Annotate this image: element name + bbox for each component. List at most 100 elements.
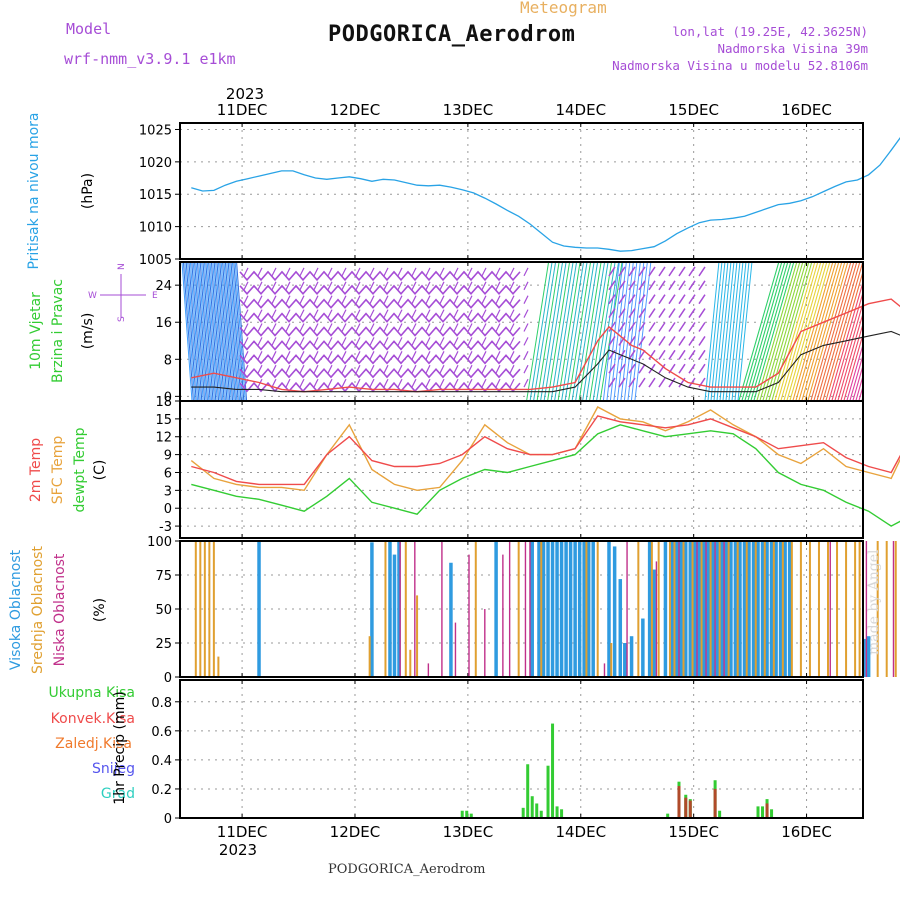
wind-barb (411, 364, 417, 374)
wind-barb (658, 308, 666, 319)
wind-barb (865, 262, 900, 401)
wind-barb (383, 351, 389, 360)
y-tick-label: 0 (164, 502, 172, 517)
high-cloud-bar (586, 541, 591, 677)
mid-cloud-bar (858, 541, 861, 677)
wind-barb (613, 262, 631, 401)
wind-barb (257, 351, 263, 360)
high-cloud-bar (720, 541, 724, 677)
wind-barb (425, 364, 431, 374)
high-cloud-bar (862, 638, 866, 677)
wind-barb (495, 378, 501, 388)
wind-barb (355, 337, 361, 346)
wind-barb (285, 267, 291, 277)
wind-barb (575, 262, 599, 401)
wind-barb (725, 262, 741, 401)
wind-barb (327, 364, 333, 374)
high-cloud-bar (555, 541, 559, 677)
low-cloud-bar (705, 541, 707, 677)
wind-barb (231, 262, 243, 401)
wind-barb (495, 351, 501, 360)
wind-key-north: N (117, 263, 127, 270)
low-cloud-bar (468, 554, 470, 677)
high-cloud-bar (397, 541, 401, 677)
total-precip-bar (756, 806, 760, 818)
wind-barb (716, 262, 732, 401)
wind-barb (834, 301, 863, 401)
dewpt-line (191, 424, 900, 527)
wind-barb (299, 267, 305, 277)
mid-cloud-bar (517, 541, 520, 677)
wind-barb (212, 262, 224, 401)
wind-barb (313, 337, 319, 346)
wind-barb (481, 295, 487, 304)
wind-barb (397, 309, 403, 318)
mid-cloud-bar (691, 541, 694, 677)
wind-barb (355, 351, 361, 360)
wind-barb (210, 262, 222, 401)
wind-barb (658, 377, 666, 388)
wind-barb (467, 378, 473, 388)
mid-cloud-bar (212, 541, 215, 677)
total-precip-bar (555, 806, 559, 818)
high-cloud-bar (751, 541, 756, 677)
wind-barb (638, 308, 646, 319)
wind-barb (355, 378, 361, 388)
high-cloud-bar (693, 541, 697, 677)
wind-barb (638, 377, 646, 388)
wind-barb (271, 267, 277, 277)
wind-barb (439, 378, 445, 388)
wind-barb (495, 337, 501, 346)
high-cloud-bar (388, 541, 392, 677)
wind-barb (533, 262, 557, 401)
wind-barb (807, 262, 849, 401)
wind-barb (355, 309, 361, 318)
precip-legend-1: Ukupna Kisa (48, 685, 135, 701)
wind-barb (648, 308, 656, 319)
wind-barb (608, 377, 616, 388)
wind-barb (813, 262, 855, 401)
wind-barb (453, 378, 459, 388)
wind-barb (523, 323, 529, 332)
wind-barb (481, 364, 487, 374)
total-precip-bar (546, 765, 550, 818)
precip-legend-5: Grad (101, 786, 135, 802)
wind-barb (557, 262, 581, 401)
sfctemp-axis-label: SFC Temp (50, 436, 66, 505)
wind-barb (638, 322, 646, 332)
wind-barb (585, 262, 609, 401)
wind-barb (495, 267, 501, 277)
wind-barb (425, 309, 431, 318)
high-cloud-bar (674, 541, 679, 677)
wind-barb (327, 281, 333, 291)
wind-barb (547, 262, 571, 401)
wind-barb (369, 281, 375, 291)
wind-barb (425, 295, 431, 304)
high-cloud-bar (679, 541, 683, 677)
low-cloud-bar (865, 541, 868, 677)
high-cloud-bar (370, 542, 374, 677)
wind-barb (698, 308, 706, 319)
wind-barb (509, 295, 515, 304)
day-label-bottom: 12DEC (330, 823, 381, 841)
high-cloud-bar (392, 554, 397, 677)
wind-barb (453, 364, 459, 374)
year-label-top: 2023 (226, 85, 264, 103)
wind-barb (397, 281, 403, 291)
high-cloud-bar (550, 541, 555, 677)
total-precip-bar (770, 809, 774, 818)
wind-barb (852, 363, 863, 401)
wind-barb (453, 309, 459, 318)
wind-barb (439, 351, 445, 360)
wind-barb (668, 335, 676, 346)
wind-barb (819, 262, 861, 401)
day-label-bottom: 15DEC (668, 823, 719, 841)
wind-barb (481, 378, 487, 388)
wind-barb (313, 267, 319, 277)
wind-barb (355, 267, 361, 277)
wind-barb (215, 262, 227, 401)
wind-barb (801, 262, 843, 401)
mid-cloud-bar (736, 541, 739, 677)
wind-barb (509, 337, 515, 346)
day-label-top: 14DEC (555, 101, 606, 119)
